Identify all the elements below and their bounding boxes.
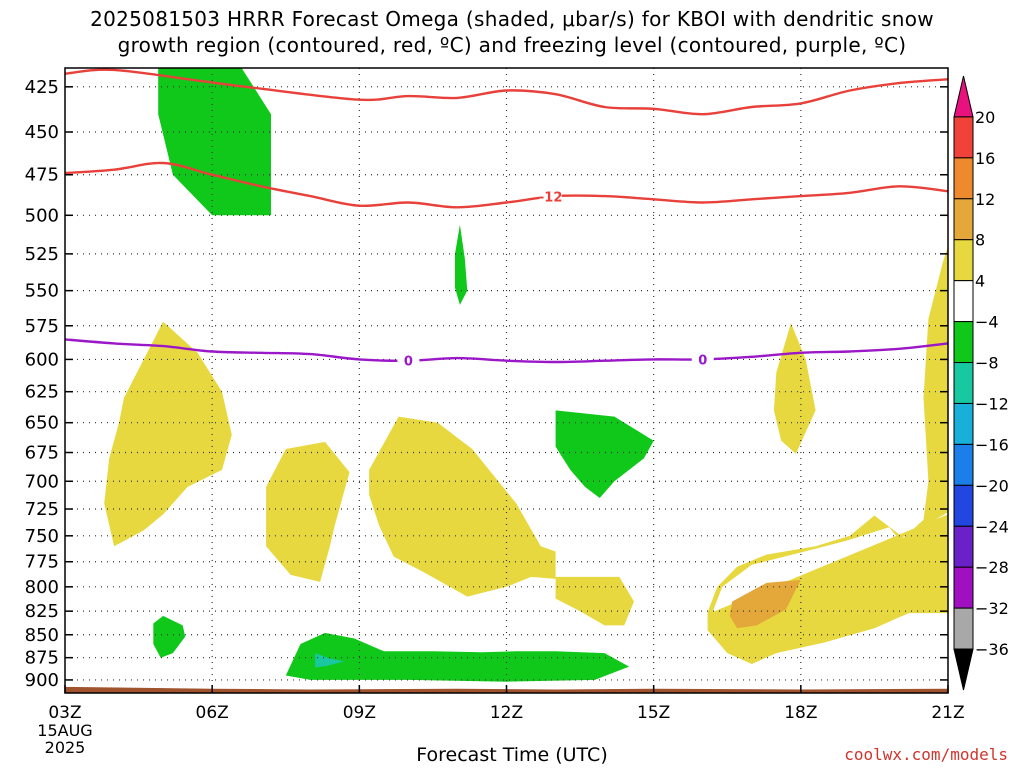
colorbar-label-9: −16: [975, 435, 1009, 454]
colorbar-label-6: −4: [975, 313, 999, 332]
y-tick-label-675: 675: [25, 443, 59, 464]
omega-region-13: [729, 579, 801, 629]
colorbar-swatch-1: [953, 116, 974, 159]
colorbar-label-14: −36: [975, 640, 1009, 659]
colorbar-swatch-4: [953, 239, 974, 282]
y-tick-label-550: 550: [25, 281, 59, 302]
colorbar-swatch-2: [953, 157, 974, 200]
omega-region-2: [455, 224, 468, 305]
x-axis-label: Forecast Time (UTC): [416, 744, 608, 766]
contour-label-bg-2-1: [539, 188, 562, 205]
colorbar-label-1: 20: [975, 108, 995, 127]
y-tick-label-525: 525: [25, 244, 59, 265]
colorbar-swatch-6: [953, 321, 974, 364]
colorbar-label-12: −28: [975, 558, 1009, 577]
colorbar-label-13: −32: [975, 599, 1009, 618]
y-tick-label-700: 700: [25, 471, 59, 492]
colorbar-label-11: −24: [975, 517, 1009, 536]
colorbar-swatch-3: [953, 198, 974, 241]
colorbar-label-7: −8: [975, 354, 999, 373]
y-tick-label-425: 425: [25, 77, 59, 98]
x-tick-label-18Z: 18Z: [784, 703, 817, 723]
x-tick-sublabel-1: 15AUG: [37, 721, 92, 740]
omega-region-1: [158, 68, 271, 216]
y-tick-label-750: 750: [25, 526, 59, 547]
colorbar-label-8: −12: [975, 394, 1009, 413]
title-line-1: 2025081503 HRRR Forecast Omega (shaded, …: [90, 7, 934, 31]
contour-line-2: [65, 161, 948, 209]
y-tick-label-850: 850: [25, 625, 59, 646]
omega-region-9: [369, 416, 556, 597]
y-tick-label-650: 650: [25, 413, 59, 434]
grid-layer: [65, 68, 948, 693]
y-tick-label-575: 575: [25, 316, 59, 337]
contour-label-bg-3-1: [397, 352, 420, 369]
y-tick-label-725: 725: [25, 499, 59, 520]
colorbar-swatch-8: [953, 402, 974, 445]
omega-region-12: [707, 246, 948, 665]
omega-region-5: [285, 632, 630, 682]
y-tick-label-900: 900: [25, 670, 59, 691]
x-tick-label-09Z: 09Z: [343, 703, 376, 723]
omega-region-8: [266, 441, 350, 582]
colorbar-label-5: 4: [975, 272, 985, 291]
contour-layer: -12 0 0: [65, 68, 948, 370]
colorbar-swatch-7: [953, 362, 974, 404]
colorbar-bottom-triangle: [953, 648, 974, 691]
colorbar: 20 16 12 8 4 −4 −8 −12 −16 −20 −24 −28 −32 −36: [953, 75, 1009, 691]
colorbar-top-triangle: [953, 75, 974, 118]
colorbar-swatch-12: [953, 566, 974, 609]
omega-region-3: [555, 410, 654, 498]
x-tick-label-06Z: 06Z: [196, 703, 229, 723]
colorbar-swatch-9: [953, 443, 974, 486]
y-tick-label-825: 825: [25, 601, 59, 622]
colorbar-label-3: 12: [975, 190, 995, 209]
chart-title: 2025081503 HRRR Forecast Omega (shaded, …: [0, 6, 1024, 58]
x-tick-label-12Z: 12Z: [490, 703, 523, 723]
y-tick-label-450: 450: [25, 122, 59, 143]
contour-line-3: [65, 338, 948, 364]
contour-label-3-1: 0: [404, 355, 413, 370]
colorbar-swatch-11: [953, 525, 974, 568]
y-tick-label-775: 775: [25, 552, 59, 573]
axis-layer: 425 450 475 500 525 550 575 600 625 650 675 700 725 7…: [25, 77, 965, 757]
x-tick-label-15Z: 15Z: [637, 703, 670, 723]
y-tick-label-875: 875: [25, 648, 59, 669]
x-tick-sublabel-2: 2025: [45, 738, 86, 757]
colorbar-label-2: 16: [975, 149, 995, 168]
y-tick-label-800: 800: [25, 577, 59, 598]
x-tick-label-21Z: 21Z: [931, 703, 964, 723]
omega-region-7: [104, 321, 232, 547]
colorbar-label-10: −20: [975, 476, 1009, 495]
y-tick-label-625: 625: [25, 382, 59, 403]
contour-label-3-2: 0: [698, 353, 707, 368]
x-tick-label-03Z: 03Z: [48, 703, 81, 723]
contour-line-1: [65, 68, 948, 116]
colorbar-swatch-10: [953, 484, 974, 527]
colorbar-swatch-13: [953, 607, 974, 650]
y-tick-label-475: 475: [25, 165, 59, 186]
omega-region-4: [153, 615, 186, 658]
y-tick-label-600: 600: [25, 349, 59, 370]
omega-region-11: [773, 323, 816, 454]
contour-label-bg-3-2: [691, 351, 714, 368]
colorbar-swatch-5: [953, 280, 974, 323]
contour-label-2-1: -12: [539, 191, 563, 206]
omega-region-10: [555, 576, 634, 626]
colorbar-label-4: 8: [975, 231, 985, 250]
omega-region-6: [315, 653, 345, 668]
title-line-2: growth region (contoured, red, ºC) and f…: [117, 33, 907, 57]
credit-text: coolwx.com/models: [844, 745, 1008, 764]
y-tick-label-500: 500: [25, 205, 59, 226]
